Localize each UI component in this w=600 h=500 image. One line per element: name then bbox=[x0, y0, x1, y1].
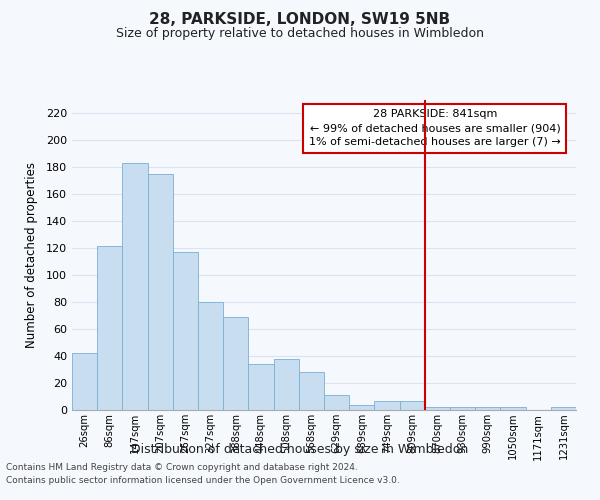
Bar bbox=[349, 404, 374, 410]
Bar bbox=[173, 252, 198, 410]
Bar bbox=[72, 354, 97, 410]
Bar bbox=[122, 164, 148, 410]
Text: Contains HM Land Registry data © Crown copyright and database right 2024.: Contains HM Land Registry data © Crown c… bbox=[6, 464, 358, 472]
Bar bbox=[374, 400, 400, 410]
Bar bbox=[97, 246, 122, 410]
Bar bbox=[248, 364, 274, 410]
Bar bbox=[223, 317, 248, 410]
Bar bbox=[299, 372, 324, 410]
Bar bbox=[274, 359, 299, 410]
Bar bbox=[450, 408, 475, 410]
Text: Distribution of detached houses by size in Wimbledon: Distribution of detached houses by size … bbox=[131, 442, 469, 456]
Text: 28, PARKSIDE, LONDON, SW19 5NB: 28, PARKSIDE, LONDON, SW19 5NB bbox=[149, 12, 451, 28]
Bar bbox=[475, 408, 500, 410]
Text: Contains public sector information licensed under the Open Government Licence v3: Contains public sector information licen… bbox=[6, 476, 400, 485]
Y-axis label: Number of detached properties: Number of detached properties bbox=[25, 162, 38, 348]
Text: Size of property relative to detached houses in Wimbledon: Size of property relative to detached ho… bbox=[116, 28, 484, 40]
Bar bbox=[400, 400, 425, 410]
Bar bbox=[500, 408, 526, 410]
Bar bbox=[198, 302, 223, 410]
Bar bbox=[324, 395, 349, 410]
Bar bbox=[425, 408, 450, 410]
Text: 28 PARKSIDE: 841sqm
← 99% of detached houses are smaller (904)
1% of semi-detach: 28 PARKSIDE: 841sqm ← 99% of detached ho… bbox=[309, 110, 561, 148]
Bar bbox=[551, 408, 576, 410]
Bar bbox=[148, 174, 173, 410]
